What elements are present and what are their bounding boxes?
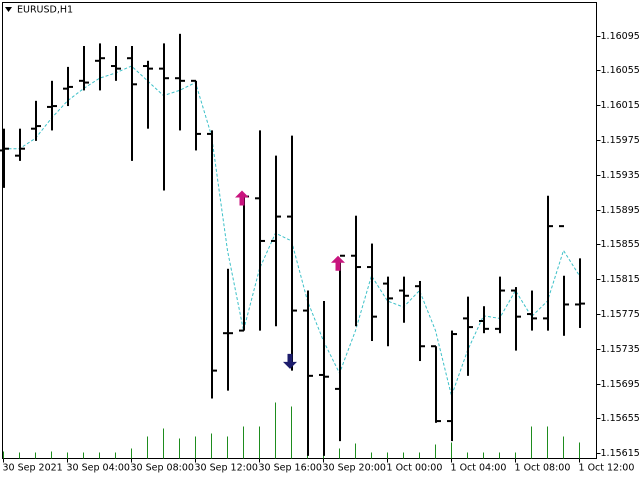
y-tick-label: 1.15935 bbox=[601, 170, 640, 181]
y-tick-label: 1.15895 bbox=[601, 205, 640, 216]
x-tick-label: 30 Sep 16:00 bbox=[259, 463, 322, 474]
y-tick-label: 1.15855 bbox=[601, 239, 640, 250]
signal-arrow bbox=[235, 190, 249, 206]
y-tick-label: 1.15815 bbox=[601, 274, 640, 285]
x-tick-label: 30 Sep 2021 bbox=[3, 463, 63, 474]
y-tick-label: 1.16095 bbox=[601, 31, 640, 42]
y-tick-label: 1.15975 bbox=[601, 135, 640, 146]
signal-arrow bbox=[283, 353, 297, 369]
y-tick-label: 1.15735 bbox=[601, 344, 640, 355]
x-tick-label: 30 Sep 12:00 bbox=[195, 463, 258, 474]
y-tick-label: 1.15615 bbox=[601, 448, 640, 459]
y-tick-label: 1.16055 bbox=[601, 65, 640, 76]
y-tick-label: 1.15775 bbox=[601, 309, 640, 320]
x-tick-label: 30 Sep 08:00 bbox=[131, 463, 194, 474]
y-tick-label: 1.15695 bbox=[601, 379, 640, 390]
y-tick-label: 1.16015 bbox=[601, 100, 640, 111]
x-tick-label: 30 Sep 20:00 bbox=[323, 463, 386, 474]
chart-title: EURUSD,H1 bbox=[17, 5, 73, 16]
signal-arrow bbox=[331, 255, 345, 271]
x-tick-label: 1 Oct 08:00 bbox=[515, 463, 571, 474]
x-tick-label: 30 Sep 04:00 bbox=[67, 463, 130, 474]
plot-frame bbox=[2, 2, 597, 459]
symbol-menu-icon[interactable] bbox=[5, 7, 12, 12]
x-tick-label: 1 Oct 12:00 bbox=[579, 463, 635, 474]
x-tick-label: 1 Oct 04:00 bbox=[451, 463, 507, 474]
y-tick-label: 1.15655 bbox=[601, 413, 640, 424]
x-tick-label: 1 Oct 00:00 bbox=[387, 463, 443, 474]
